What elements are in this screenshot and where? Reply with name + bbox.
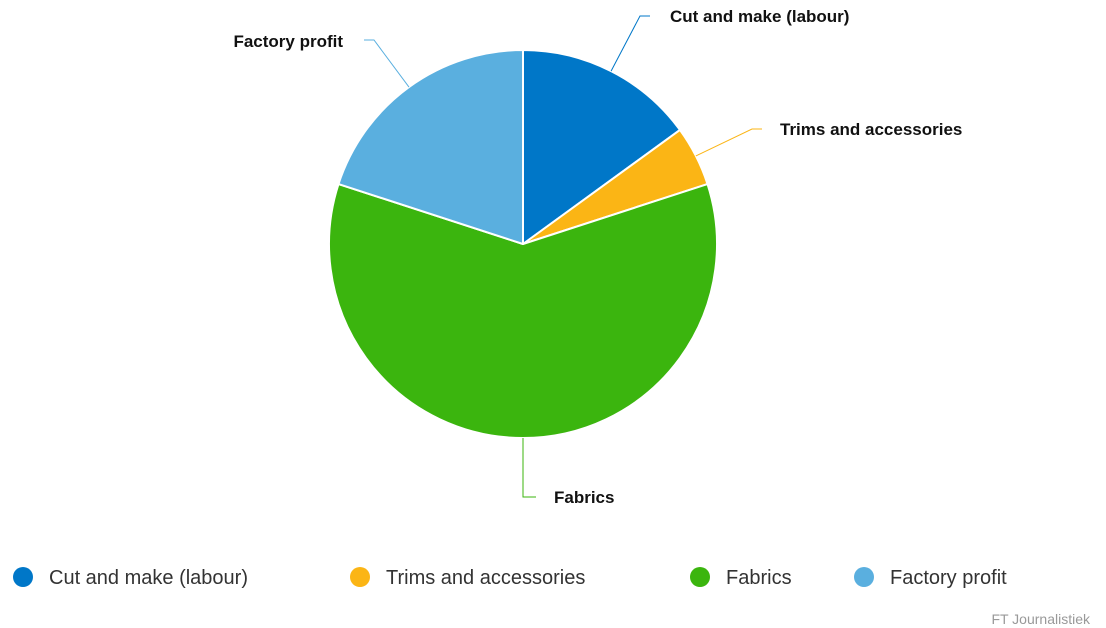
legend-marker (13, 567, 33, 587)
leader-line (522, 438, 536, 498)
slice-label-leaders (364, 15, 762, 498)
pie-slice-factory-profit[interactable] (337, 49, 524, 245)
leader-line (364, 39, 410, 88)
credit-text: FT Journalistiek (991, 611, 1091, 627)
slice-label: Trims and accessories (780, 120, 962, 139)
legend-label: Cut and make (labour) (49, 567, 248, 589)
pie-slices (328, 49, 718, 440)
slice-labels: Cut and make (labour) Trims and accessori… (233, 7, 962, 507)
slice-label: Cut and make (labour) (670, 7, 849, 26)
legend-label: Trims and accessories (386, 567, 585, 589)
leader-line (695, 128, 762, 157)
legend-item[interactable]: Cut and make (labour) (13, 567, 248, 589)
legend: Cut and make (labour) Trims and accessori… (13, 567, 1007, 589)
legend-item[interactable]: Factory profit (854, 567, 1007, 589)
legend-item[interactable]: Fabrics (690, 567, 792, 589)
legend-label: Fabrics (726, 567, 792, 589)
legend-marker (350, 567, 370, 587)
slice-label: Factory profit (233, 32, 343, 51)
legend-item[interactable]: Trims and accessories (350, 567, 585, 589)
legend-marker (690, 567, 710, 587)
legend-marker (854, 567, 874, 587)
legend-label: Factory profit (890, 567, 1007, 589)
pie-slice-cut-and-make-labour[interactable] (522, 49, 681, 245)
slice-label: Fabrics (554, 488, 614, 507)
leader-line (610, 15, 650, 72)
